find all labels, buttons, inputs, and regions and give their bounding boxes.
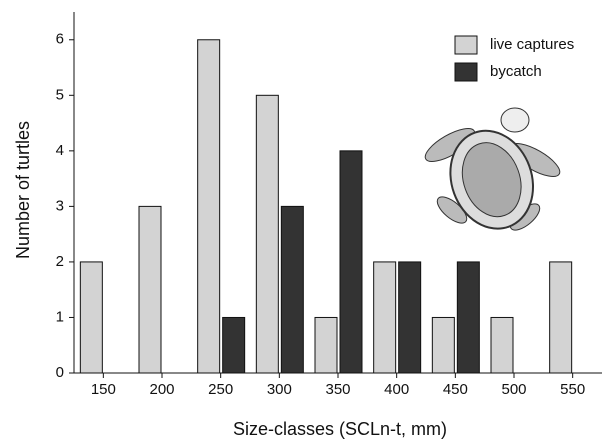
y-tick-label: 2 — [56, 253, 64, 270]
bar — [256, 95, 278, 373]
x-axis-title: Size-classes (SCLn-t, mm) — [233, 419, 447, 439]
chart: Size-classes (SCLn-t, mm) Number of turt… — [0, 0, 614, 444]
legend-swatch — [455, 36, 477, 54]
bar — [340, 151, 362, 373]
bar — [223, 317, 245, 373]
y-tick-label: 6 — [56, 31, 64, 48]
x-tick-label: 350 — [325, 381, 350, 398]
bar — [374, 262, 396, 373]
y-axis-title: Number of turtles — [13, 121, 33, 259]
bar — [491, 317, 513, 373]
x-tick-label: 400 — [384, 381, 409, 398]
legend-swatch — [455, 63, 477, 81]
y-tick-label: 0 — [56, 364, 64, 381]
bar — [281, 206, 303, 373]
turtle-illustration — [421, 108, 564, 240]
bar — [550, 262, 572, 373]
y-tick-label: 5 — [56, 86, 64, 103]
x-tick-label: 250 — [208, 381, 233, 398]
x-tick-label: 200 — [149, 381, 174, 398]
bar — [399, 262, 421, 373]
y-tick-label: 1 — [56, 308, 64, 325]
bar — [198, 40, 220, 373]
bar — [315, 317, 337, 373]
x-tick-label: 500 — [501, 381, 526, 398]
bar — [432, 317, 454, 373]
y-tick-label: 4 — [56, 142, 64, 159]
x-tick-label: 550 — [560, 381, 585, 398]
bar — [80, 262, 102, 373]
x-tick-label: 150 — [91, 381, 116, 398]
page: Size-classes (SCLn-t, mm) Number of turt… — [0, 0, 614, 444]
x-tick-label: 450 — [443, 381, 468, 398]
bar — [139, 206, 161, 373]
legend-label: live captures — [490, 36, 574, 53]
y-tick-label: 3 — [56, 197, 64, 214]
legend-label: bycatch — [490, 63, 542, 80]
bar — [457, 262, 479, 373]
x-tick-label: 300 — [267, 381, 292, 398]
